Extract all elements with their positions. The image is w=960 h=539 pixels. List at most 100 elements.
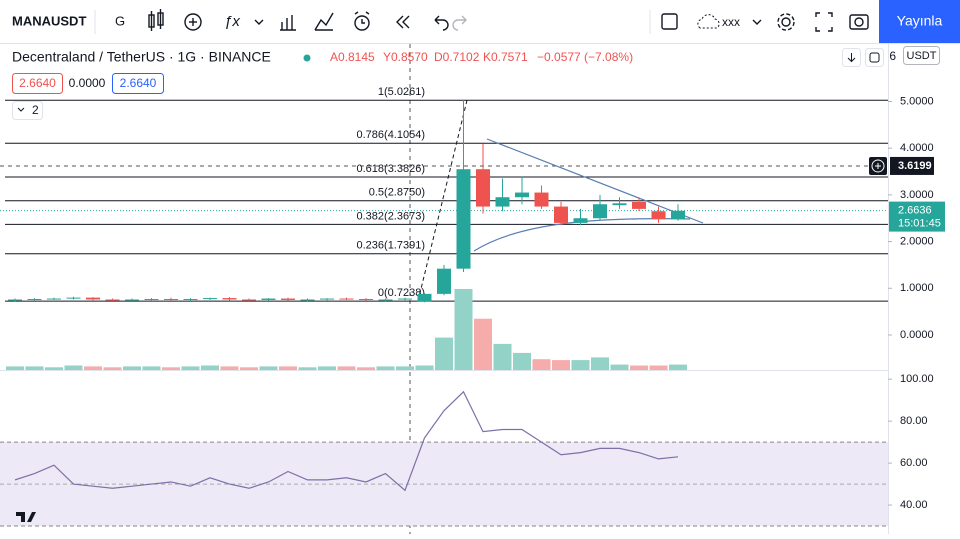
input-box[interactable]	[112, 73, 164, 94]
compare-icon[interactable]	[314, 12, 334, 31]
fib-label: 1(5.0261)	[378, 86, 425, 98]
redo-icon[interactable]	[452, 15, 467, 31]
legend-high: Y0.8570	[383, 50, 428, 64]
volume-bar	[513, 352, 531, 370]
volume-bar	[6, 366, 24, 370]
indicators-icon[interactable]: ƒx	[224, 13, 240, 30]
add-icon[interactable]	[184, 13, 202, 31]
rsi-line	[14, 390, 679, 492]
layout-name[interactable]: xxx	[722, 15, 740, 29]
interval[interactable]: G	[115, 13, 125, 28]
volume-bar	[142, 366, 161, 370]
last-price-label: 2.6636	[898, 205, 932, 217]
toolbar: MANAUSDT G ƒx xxx Yayınla	[0, 0, 960, 44]
input-box[interactable]	[12, 73, 63, 94]
y-tick-label: 5.0000	[900, 95, 934, 107]
countdown-label: 15:01:45	[898, 218, 941, 230]
candle-body	[515, 192, 529, 198]
candle-type-icon[interactable]	[148, 9, 164, 31]
rsi-tick-label: 60.00	[900, 457, 928, 469]
input-value[interactable]: 2.6640	[120, 76, 157, 90]
input-value[interactable]: 0.0000	[69, 76, 106, 90]
undo-icon[interactable]	[434, 15, 449, 31]
volume-bar	[318, 366, 336, 370]
volume-bar	[357, 367, 375, 370]
fib-label: 0(0.7238)	[378, 287, 425, 299]
volume-bar	[181, 366, 200, 370]
legend-open: A0.8145	[330, 50, 375, 64]
unit-label[interactable]: USDT	[907, 50, 937, 62]
cloud-icon[interactable]	[697, 14, 720, 29]
volume-bar	[493, 343, 512, 370]
volume-bar	[259, 366, 278, 370]
y-tick-label: 2.0000	[900, 235, 934, 247]
templates-icon[interactable]	[280, 15, 296, 31]
candle-body	[593, 204, 607, 219]
candle-body	[47, 298, 61, 300]
candle-body	[612, 203, 627, 206]
volume-bar	[454, 289, 473, 370]
candle-body	[495, 197, 510, 207]
candle-body	[66, 297, 81, 299]
candle-body	[222, 298, 237, 300]
candle-body	[144, 299, 159, 301]
candle-body	[573, 218, 588, 223]
rsi-tick-label: 100.00	[900, 373, 934, 385]
volume-bar	[123, 366, 141, 370]
candle-body	[125, 299, 139, 301]
fullscreen-icon[interactable]	[815, 12, 833, 32]
candle-body	[671, 210, 685, 220]
volume-bar	[435, 337, 453, 370]
candle-body	[27, 299, 42, 301]
legend-title: Decentraland / TetherUS · 1G · BINANCE	[12, 49, 271, 65]
y-tick-label: 4.0000	[900, 142, 934, 154]
unit-box[interactable]	[903, 46, 940, 65]
settings-icon[interactable]	[777, 13, 795, 31]
reset-button[interactable]	[865, 48, 884, 67]
alert-icon[interactable]	[354, 11, 370, 31]
layout-icon[interactable]	[661, 13, 678, 30]
collapsed-count[interactable]: 2	[32, 103, 39, 117]
volume-bar	[376, 366, 395, 370]
dropdown-icon[interactable]	[254, 19, 264, 25]
replay-icon[interactable]	[396, 15, 410, 29]
volume-bar	[337, 366, 356, 370]
volume-bar	[669, 364, 687, 370]
volume-bar	[84, 366, 102, 370]
rsi-tick-label: 40.00	[900, 499, 928, 511]
volume-bar	[649, 365, 668, 370]
plus-icon	[871, 159, 885, 173]
input-value[interactable]: 2.6640	[19, 76, 56, 90]
candle-body	[86, 297, 100, 300]
corner-digit: 6	[889, 49, 896, 63]
candle-body	[105, 299, 120, 301]
candle-body	[437, 268, 451, 294]
candle-body	[281, 298, 295, 300]
publish-button[interactable]	[879, 0, 960, 43]
collapse-button[interactable]	[12, 101, 43, 120]
y-tick-label: 3.0000	[900, 189, 934, 201]
snapshot-icon[interactable]	[849, 14, 869, 30]
candle-body	[339, 298, 354, 300]
tv-logo	[16, 512, 36, 522]
candle-body	[359, 299, 373, 301]
fib-label: 0.5(2.8750)	[369, 187, 425, 199]
symbol[interactable]: MANAUSDT	[12, 13, 86, 28]
candle-body	[554, 206, 568, 223]
candle-body	[534, 192, 549, 207]
volume-bar	[240, 367, 258, 370]
volume-bar	[162, 367, 180, 370]
volume-bar	[532, 359, 551, 370]
publish-label[interactable]: Yayınla	[897, 13, 943, 29]
volume-bar	[415, 365, 434, 370]
candle-body	[632, 201, 646, 209]
candle-body	[378, 299, 393, 301]
volume-bar	[103, 367, 122, 370]
legend: Decentraland / TetherUS · 1G · BINANCE A…	[12, 46, 940, 120]
candle-body	[164, 299, 178, 301]
candle-body	[651, 211, 666, 220]
volume-bar	[396, 366, 414, 370]
dropdown-icon[interactable]	[752, 19, 762, 25]
volume-bar	[591, 357, 609, 370]
candle-body	[398, 298, 412, 300]
